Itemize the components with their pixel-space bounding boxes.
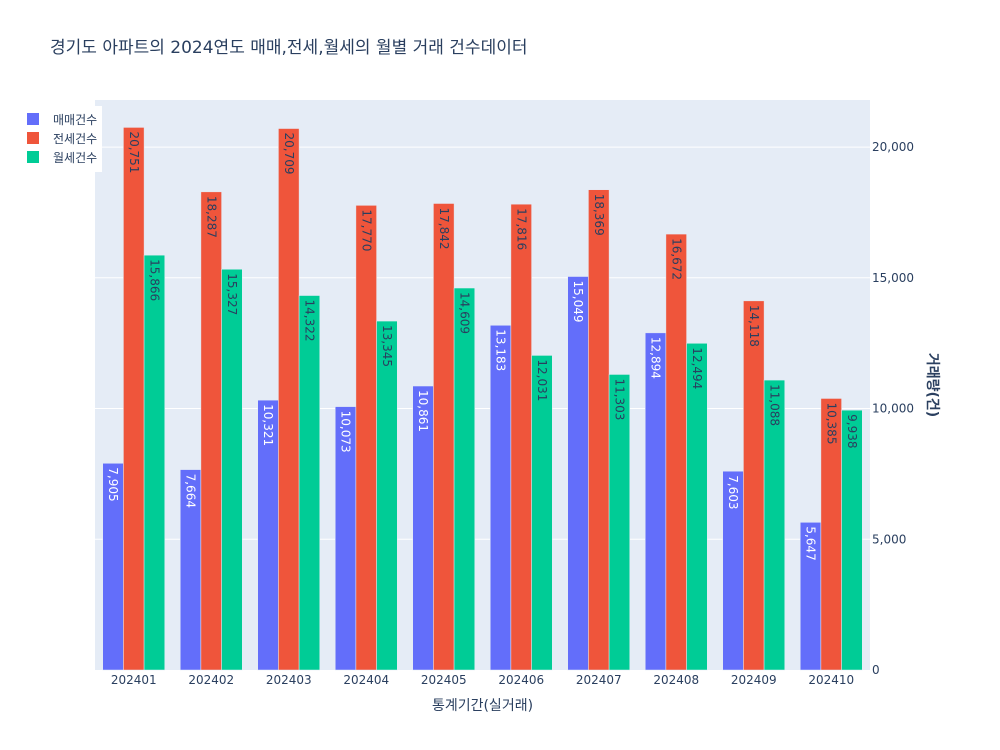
bar-label: 16,672 — [669, 238, 683, 280]
bar-label: 15,049 — [571, 281, 585, 323]
bar-label: 7,905 — [106, 467, 120, 501]
y-tick-label: 20,000 — [872, 140, 914, 154]
bar-label: 18,369 — [592, 194, 606, 236]
bar-label: 20,709 — [282, 133, 296, 175]
bar — [453, 287, 476, 671]
bar-label: 20,751 — [127, 131, 141, 173]
y-tick-label: 10,000 — [872, 402, 914, 416]
bar — [510, 203, 532, 671]
bar-label: 10,073 — [339, 411, 353, 453]
bar-label: 17,842 — [437, 207, 451, 249]
bar-label: 11,303 — [612, 378, 626, 420]
bar-label: 12,494 — [690, 347, 704, 389]
legend-label: 전세건수 — [53, 132, 97, 146]
x-tick-label: 202405 — [421, 673, 467, 687]
bar-label: 9,938 — [845, 414, 859, 448]
legend-swatch — [27, 151, 39, 163]
bar — [433, 203, 455, 671]
bar-label: 17,816 — [514, 208, 528, 250]
bar — [588, 189, 610, 671]
bar-label: 13,345 — [380, 325, 394, 367]
x-tick-label: 202408 — [653, 673, 699, 687]
bar-label: 14,609 — [457, 292, 471, 334]
bar — [665, 233, 687, 671]
x-axis-title: 통계기간(실거래) — [432, 698, 533, 714]
bar-label: 10,321 — [261, 404, 275, 446]
bars — [102, 127, 863, 671]
x-tick-label: 202407 — [576, 673, 622, 687]
bar-labels: 7,905 20,751 15,866 7,664 18,287 15,327 10,321… — [106, 131, 859, 560]
legend-swatch — [27, 132, 39, 144]
x-tick-label: 202404 — [343, 673, 389, 687]
legend-label: 매매건수 — [53, 113, 97, 127]
x-tick-label: 202406 — [498, 673, 544, 687]
bar — [608, 374, 630, 671]
y-tick-label: 15,000 — [872, 271, 914, 285]
chart-title: 경기도 아파트의 2024연도 매매,전세,월세의 월별 거래 건수데이터 — [50, 38, 528, 58]
bar-label: 13,183 — [494, 329, 508, 371]
bar — [143, 254, 165, 671]
bar-label: 7,664 — [184, 474, 198, 508]
bar-label: 12,894 — [649, 337, 663, 379]
bar — [645, 332, 667, 671]
bar — [743, 300, 765, 671]
bar — [278, 128, 300, 671]
x-axis-ticks: 202401 202402 202403 202404 202405 202406 2024… — [111, 673, 854, 687]
bar-label: 5,647 — [804, 526, 818, 560]
bar-label: 18,287 — [204, 196, 218, 238]
bar-label: 15,327 — [225, 273, 239, 315]
bar-label: 7,603 — [726, 475, 740, 509]
x-tick-label: 202403 — [266, 673, 312, 687]
bar — [200, 191, 222, 671]
legend-label: 월세건수 — [53, 151, 97, 165]
bar — [567, 276, 589, 671]
bar-label: 15,866 — [147, 259, 161, 301]
bar — [686, 343, 708, 671]
bar-label: 14,322 — [302, 300, 316, 342]
x-tick-label: 202401 — [111, 673, 157, 687]
bar-label: 10,861 — [416, 390, 430, 432]
bar — [298, 295, 321, 671]
y-axis-title: 거래량(건) — [924, 353, 941, 417]
x-tick-label: 202409 — [731, 673, 777, 687]
bar — [763, 379, 785, 671]
legend-swatch — [27, 113, 39, 125]
bar — [376, 320, 398, 671]
bar — [221, 268, 243, 671]
bar-label: 17,770 — [359, 209, 373, 251]
bar — [531, 355, 553, 671]
bar-label: 14,118 — [747, 305, 761, 347]
bar-label: 10,385 — [824, 402, 838, 444]
x-tick-label: 202410 — [808, 673, 854, 687]
bar-label: 11,088 — [767, 384, 781, 426]
y-tick-label: 0 — [872, 663, 880, 677]
x-tick-label: 202402 — [188, 673, 234, 687]
bar-label: 12,031 — [535, 359, 549, 401]
y-axis-ticks: 0 5,000 10,000 15,000 20,000 — [872, 140, 914, 677]
y-tick-label: 5,000 — [872, 532, 906, 546]
bar — [841, 409, 863, 671]
bar — [123, 127, 145, 671]
bar — [490, 325, 512, 671]
bar — [355, 205, 377, 671]
